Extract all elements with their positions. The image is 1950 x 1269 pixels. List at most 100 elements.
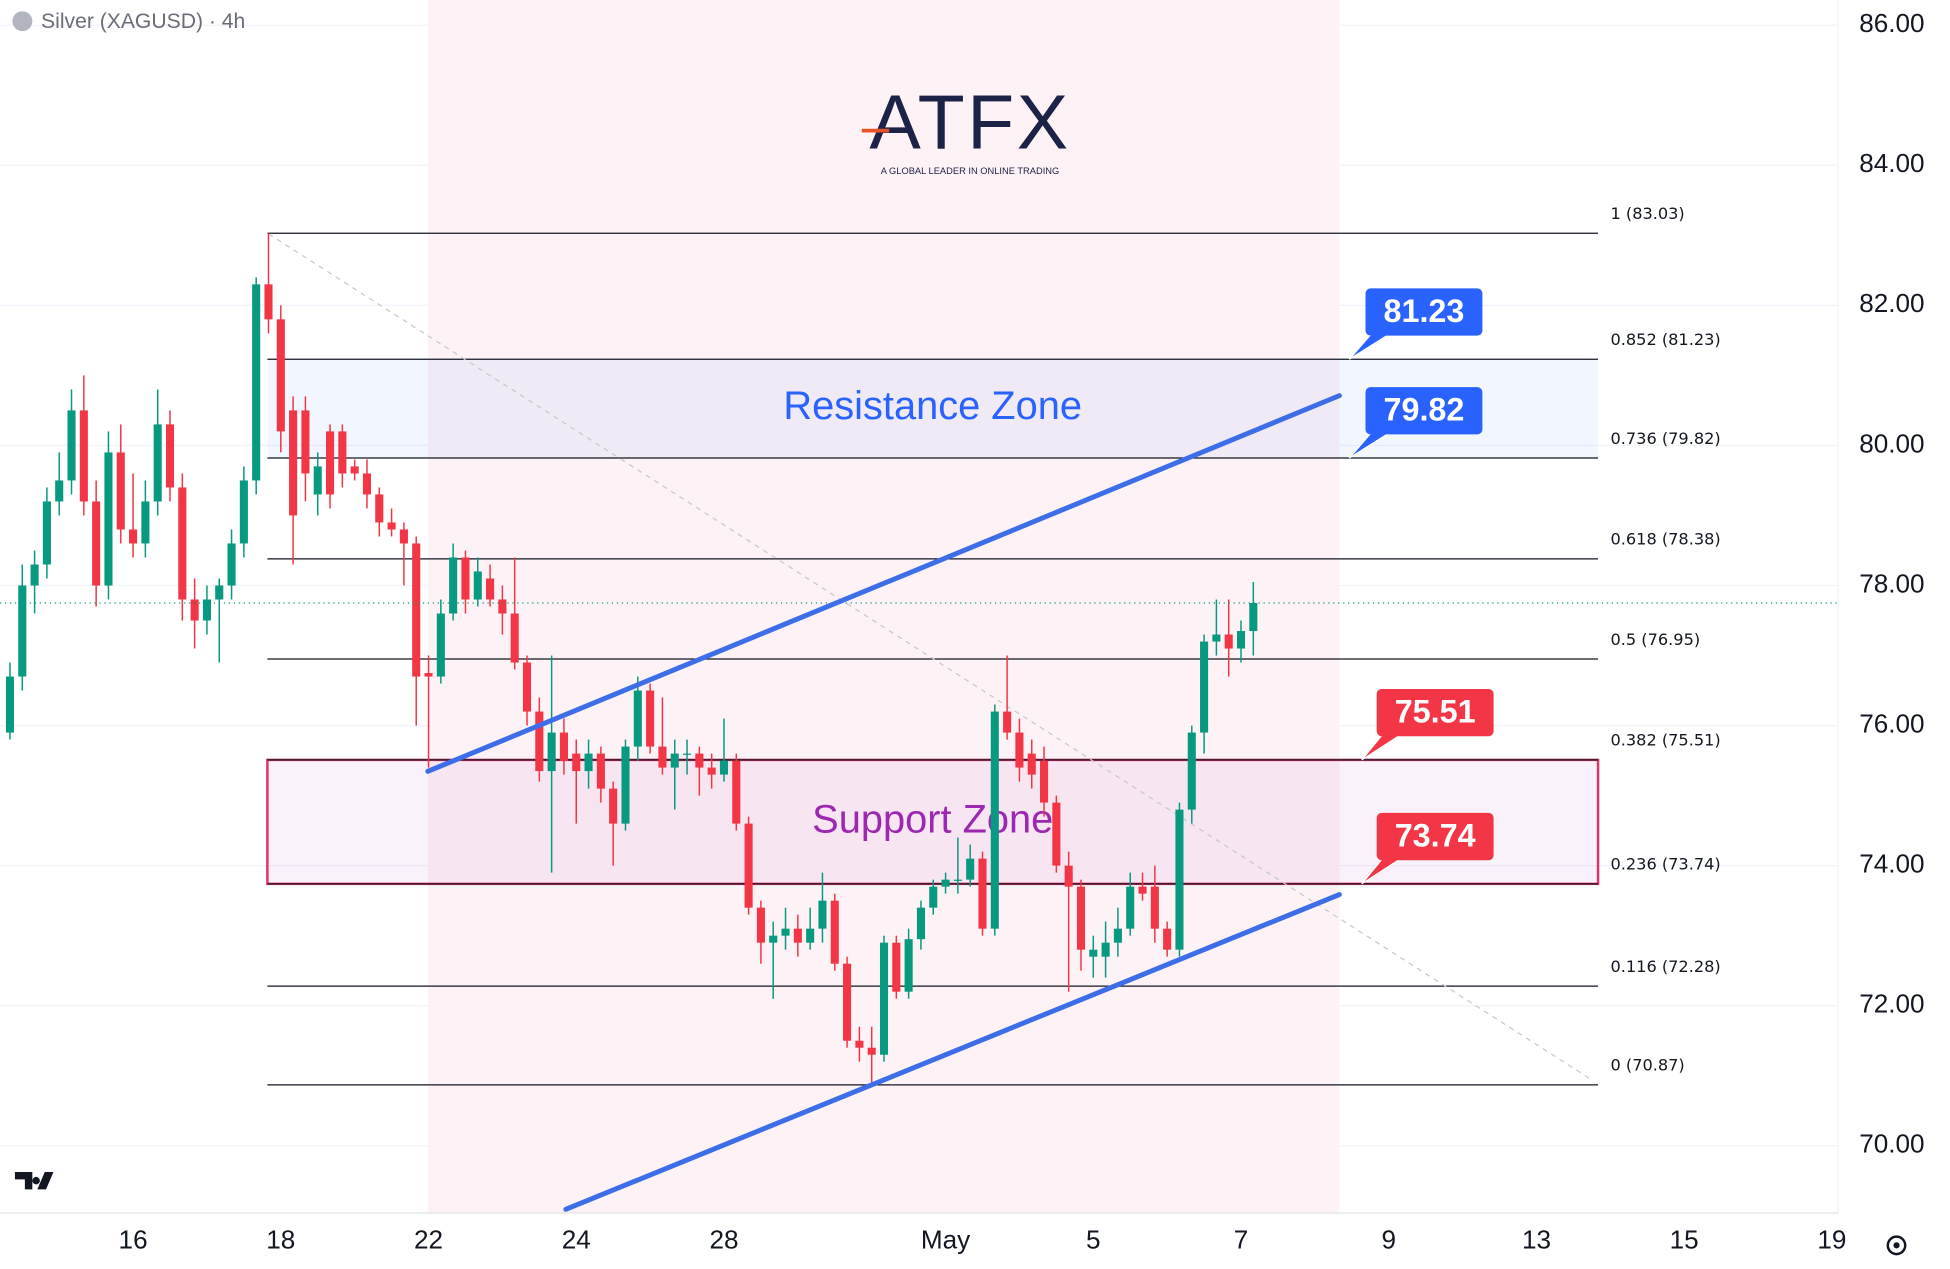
candle-body [129, 529, 138, 544]
candle-body [30, 564, 39, 586]
candle-body [535, 711, 544, 772]
y-tick-label: 84.00 [1859, 148, 1924, 178]
candle-body [350, 466, 359, 474]
candle-body [609, 788, 618, 824]
logo-tagline: A GLOBAL LEADER IN ONLINE TRADING [881, 166, 1060, 176]
candle-body [683, 753, 692, 755]
candle-body [1027, 753, 1036, 775]
price-tag-label: 79.82 [1384, 392, 1465, 428]
fib-label: 0.236 (73.74) [1610, 855, 1720, 874]
candle-body [818, 900, 827, 929]
candle-body [1187, 732, 1196, 810]
candle-body [264, 284, 273, 320]
price-tag-label: 73.74 [1395, 817, 1476, 853]
candle-body [338, 431, 347, 474]
settings-icon-center [1893, 1242, 1900, 1249]
candle-body [473, 571, 482, 600]
candle-body [412, 543, 421, 677]
candle-body [806, 928, 815, 943]
candle-body [1040, 760, 1049, 803]
zone [266, 758, 1600, 886]
candle-body [449, 557, 458, 614]
candle-body [1076, 886, 1086, 950]
candle-body [18, 585, 27, 677]
x-tick-label: 7 [1234, 1225, 1249, 1255]
candle-body [1138, 886, 1147, 894]
candles [0, 233, 1839, 1085]
candle-body [572, 753, 581, 772]
price-tag [1365, 288, 1483, 336]
candle-body [916, 907, 925, 940]
axes: 70.00 72.00 74.00 76.00 78.00 80.00 82.00 84.00… [119, 8, 1925, 1254]
y-tick-label: 72.00 [1859, 989, 1924, 1019]
candle-body [559, 732, 568, 761]
fib-label: 0.5 (76.95) [1610, 630, 1700, 649]
x-tick-label: 22 [414, 1225, 443, 1255]
x-tick-label: 15 [1670, 1225, 1699, 1255]
fib-label: 0 (70.87) [1610, 1056, 1684, 1075]
candle-body [621, 746, 630, 824]
candle-body [1212, 634, 1221, 642]
x-tick-label: 24 [562, 1225, 591, 1255]
lower-channel-line [563, 892, 1342, 1212]
candle-body [1224, 634, 1233, 649]
candle-body [55, 480, 64, 502]
candle-body [1175, 809, 1184, 950]
candle-body [781, 928, 790, 936]
candle-body [1064, 865, 1073, 887]
candle-body [1113, 928, 1122, 943]
fib-label: 0.618 (78.38) [1610, 530, 1720, 549]
price-tag [1365, 387, 1483, 435]
candle-body [116, 452, 125, 530]
candle-body [289, 410, 298, 516]
candle-body [670, 753, 679, 768]
candle-body [756, 907, 765, 943]
candle-body [424, 673, 433, 677]
x-tick-label: 13 [1522, 1225, 1551, 1255]
fib-trend-line [268, 233, 1593, 1081]
candle-body [461, 557, 470, 600]
settings-icon[interactable] [1886, 1235, 1907, 1256]
candle-body [843, 963, 852, 1041]
candle-body [904, 939, 913, 992]
candle-body [855, 1040, 864, 1048]
candle-body [1163, 928, 1172, 950]
candle-body [436, 613, 445, 677]
candle-body [892, 942, 901, 992]
candle-body [596, 753, 605, 789]
candle-body [1052, 802, 1061, 866]
candle-body [658, 746, 667, 768]
candle-body [375, 494, 384, 523]
fib-label: 0.116 (72.28) [1610, 957, 1720, 976]
x-tick-label: May [921, 1225, 970, 1255]
y-tick-label: 76.00 [1859, 708, 1924, 738]
candle-body [1126, 886, 1135, 929]
candle-body [92, 501, 101, 586]
candle-body [633, 690, 642, 747]
candle-body [1200, 641, 1209, 733]
candle-body [744, 823, 753, 908]
candle-body [1089, 949, 1098, 957]
candle-body [67, 410, 76, 481]
candle-body [941, 879, 950, 887]
candle-body [719, 760, 729, 775]
candle-body [362, 473, 372, 495]
y-tick-label: 80.00 [1859, 428, 1924, 458]
tradingview-logo [14, 1171, 54, 1190]
candle-body [547, 732, 556, 772]
candle-body [966, 858, 975, 880]
candle-body [646, 690, 655, 747]
candle-body [879, 942, 889, 1055]
price-tag [1376, 812, 1494, 861]
candle-body [313, 466, 322, 495]
candle-body [1249, 603, 1258, 632]
candle-body [79, 410, 88, 502]
candle-body [276, 319, 285, 432]
candle-body [326, 431, 335, 495]
candle-body [301, 410, 310, 474]
price-tag-label: 81.23 [1384, 293, 1465, 329]
x-tick-label: 16 [119, 1225, 148, 1255]
candle-body [793, 928, 802, 943]
y-tick-label: 86.00 [1859, 8, 1924, 38]
